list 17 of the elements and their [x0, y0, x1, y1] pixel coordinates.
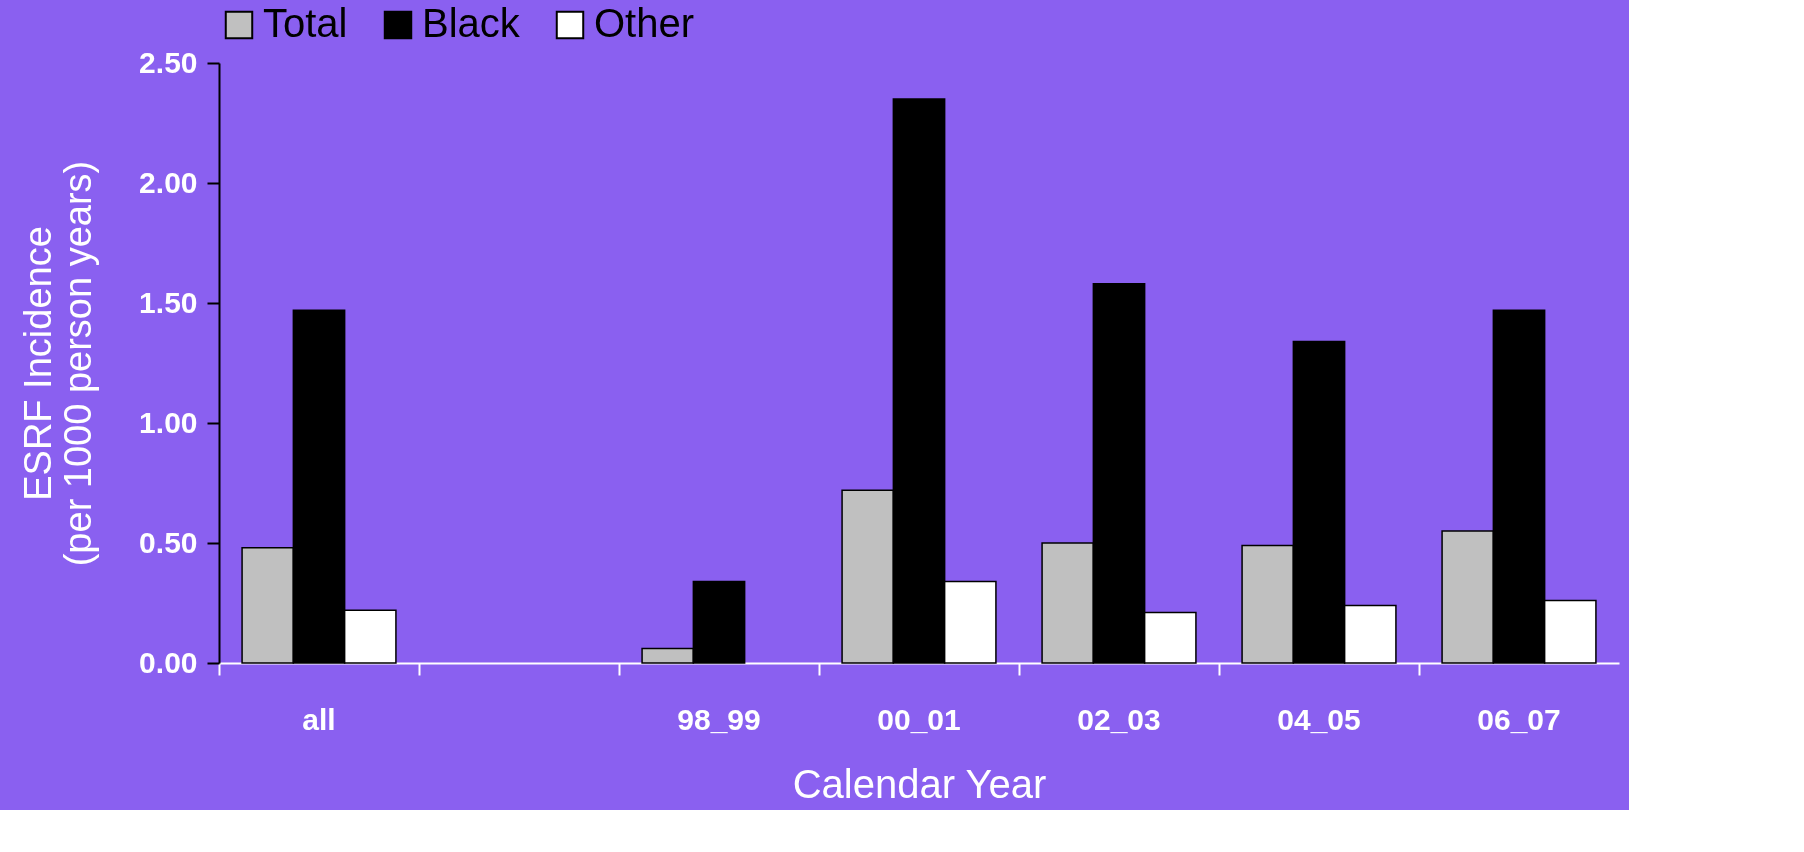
x-tick-label: 00_01 — [877, 702, 961, 736]
legend-label: Total — [263, 1, 348, 45]
x-tick-label: 98_99 — [677, 702, 761, 736]
y-tick-label: 0.50 — [139, 525, 198, 559]
x-tick-label: all — [302, 702, 336, 736]
x-tick-label: 02_03 — [1077, 702, 1161, 736]
y-tick-label: 1.50 — [139, 285, 198, 319]
y-axis-title: ESRF Incidence (per 1000 person years) — [17, 160, 100, 567]
legend-label: Other — [594, 1, 695, 45]
x-tick-label: 06_07 — [1477, 702, 1561, 736]
legend-label: Black — [422, 1, 521, 45]
x-tick-label: 04_05 — [1277, 702, 1361, 736]
y-tick-label: 1.00 — [139, 405, 198, 439]
y-tick-label: 2.50 — [139, 45, 198, 79]
x-axis-title: Calendar Year — [792, 761, 1047, 806]
y-tick-label: 0.00 — [139, 645, 198, 679]
y-tick-label: 2.00 — [139, 165, 198, 199]
